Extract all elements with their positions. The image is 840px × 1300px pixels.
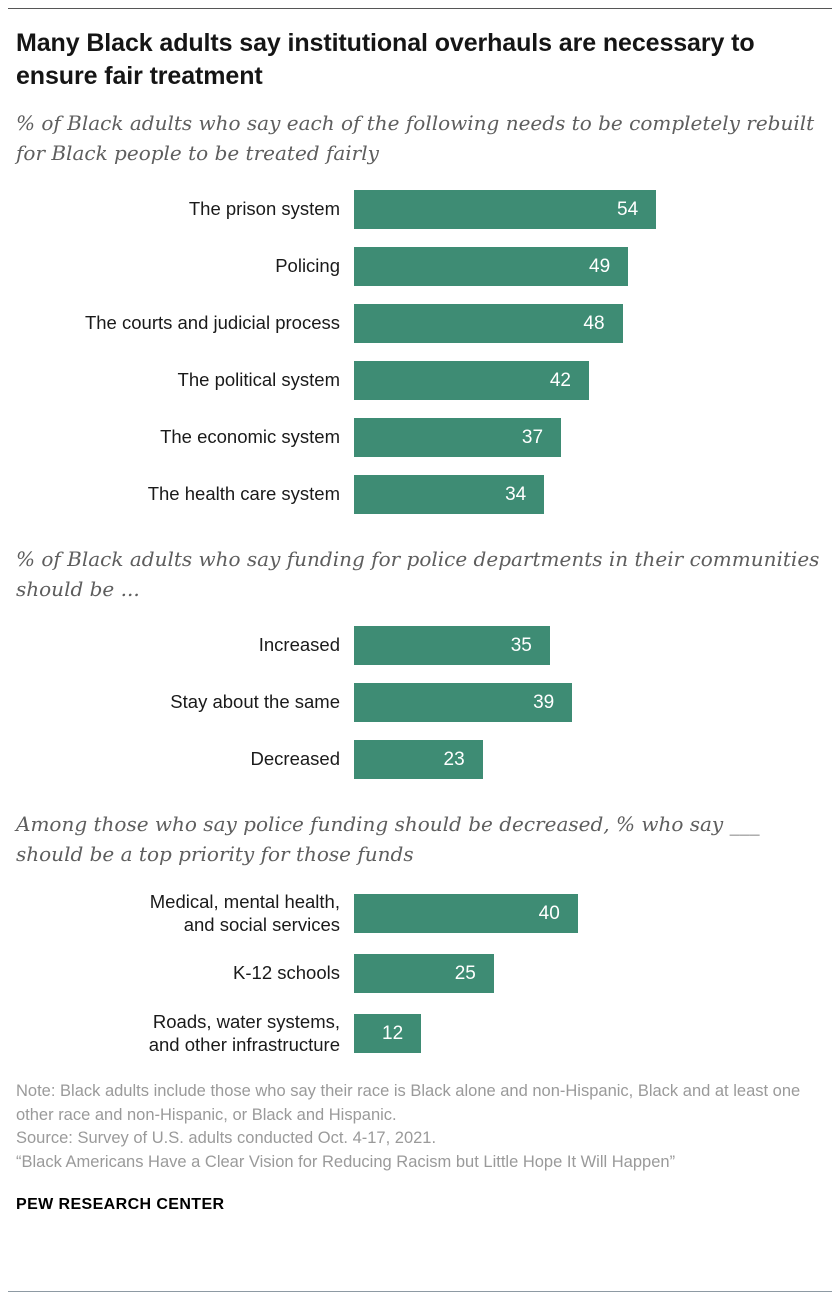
top-divider — [8, 8, 832, 9]
bottom-divider — [8, 1291, 832, 1292]
category-label: The political system — [177, 369, 340, 391]
bar: 49 — [354, 247, 629, 286]
category-label: Decreased — [250, 748, 340, 770]
bar: 12 — [354, 1014, 422, 1054]
bar-track: 49 — [354, 247, 824, 286]
category-label: Medical, mental health, and social servi… — [149, 891, 340, 935]
note-text: Note: Black adults include those who say… — [16, 1082, 801, 1124]
category-label: The health care system — [147, 483, 340, 505]
chart-subtitle: Among those who say police funding shoul… — [16, 812, 760, 866]
brand-label: PEW RESEARCH CENTER — [16, 1195, 225, 1213]
bar-track: 40 — [354, 894, 824, 934]
category-label: The prison system — [188, 198, 340, 220]
bar: 23 — [354, 740, 483, 779]
bar-row: The courts and judicial process 48 — [16, 304, 824, 343]
chart-subtitle: % of Black adults who say each of the fo… — [16, 111, 815, 165]
bar: 37 — [354, 418, 562, 457]
chart-section-police-funding: % of Black adults who say funding for po… — [16, 544, 824, 779]
category-label: Increased — [258, 634, 340, 656]
value-label: 39 — [533, 691, 555, 713]
bar-row: The economic system 37 — [16, 418, 824, 457]
bar: 34 — [354, 475, 545, 514]
value-label: 48 — [583, 312, 605, 334]
bar: 42 — [354, 361, 589, 400]
bar: 39 — [354, 683, 573, 722]
bar-track: 37 — [354, 418, 824, 457]
footer: Note: Black adults include those who say… — [16, 1080, 824, 1214]
bar-row: The health care system 34 — [16, 475, 824, 514]
bar-chart-funding-priority: Medical, mental health, and social servi… — [16, 891, 824, 1056]
bar: 54 — [354, 190, 657, 229]
value-label: 25 — [454, 962, 476, 984]
bar-row: The prison system 54 — [16, 190, 824, 229]
bar-row: Policing 49 — [16, 247, 824, 286]
value-label: 34 — [505, 483, 527, 505]
bar-row: Medical, mental health, and social servi… — [16, 891, 824, 936]
bar: 40 — [354, 894, 578, 934]
category-label: The economic system — [160, 426, 340, 448]
bar-track: 34 — [354, 475, 824, 514]
category-label: Policing — [275, 255, 340, 277]
bar-track: 39 — [354, 683, 824, 722]
category-label: Stay about the same — [170, 691, 340, 713]
value-label: 54 — [617, 198, 639, 220]
category-label: The courts and judicial process — [84, 312, 340, 334]
value-label: 37 — [521, 426, 544, 448]
bar-row: Decreased 23 — [16, 740, 824, 779]
bar-chart-police-funding: Increased 35 Stay about the same 39 Decrease… — [16, 626, 824, 779]
bar-chart-institutions: The prison system 54 Policing 49 The courts … — [16, 190, 824, 514]
bar-track: 23 — [354, 740, 824, 779]
value-label: 42 — [549, 369, 571, 391]
chart-section-funding-priority: Among those who say police funding shoul… — [16, 809, 824, 1056]
bar: 35 — [354, 626, 550, 665]
bar-track: 25 — [354, 954, 824, 994]
bar-row: K-12 schools 25 — [16, 954, 824, 994]
category-label: K-12 schools — [233, 962, 340, 984]
page-title: Many Black adults say institutional over… — [16, 29, 755, 90]
bar-row: Increased 35 — [16, 626, 824, 665]
bar: 48 — [354, 304, 623, 343]
bar-track: 12 — [354, 1014, 824, 1054]
value-label: 12 — [382, 1022, 404, 1044]
bar-row: Stay about the same 39 — [16, 683, 824, 722]
bar-track: 35 — [354, 626, 824, 665]
bar-track: 48 — [354, 304, 824, 343]
report-title-text: “Black Americans Have a Clear Vision for… — [16, 1152, 676, 1171]
bar-row: Roads, water systems, and other infrastr… — [16, 1011, 824, 1056]
value-label: 40 — [538, 902, 560, 924]
value-label: 49 — [589, 255, 611, 277]
bar-track: 54 — [354, 190, 824, 229]
chart-section-institutions: % of Black adults who say each of the fo… — [16, 108, 824, 514]
chart-subtitle: % of Black adults who say funding for po… — [16, 547, 820, 601]
value-label: 23 — [443, 748, 465, 770]
value-label: 35 — [510, 634, 532, 656]
source-text: Source: Survey of U.S. adults conducted … — [16, 1129, 437, 1148]
bar-track: 42 — [354, 361, 824, 400]
bar-row: The political system 42 — [16, 361, 824, 400]
bar: 25 — [354, 954, 494, 994]
category-label: Roads, water systems, and other infrastr… — [148, 1011, 340, 1055]
